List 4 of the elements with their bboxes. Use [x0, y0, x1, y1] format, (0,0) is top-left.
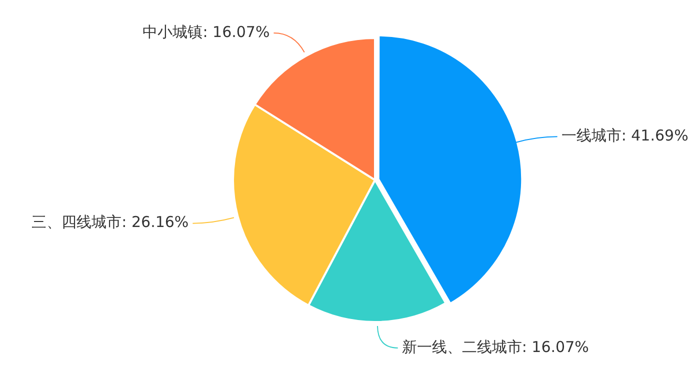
slice-label: 一线城市: 41.69%	[561, 126, 688, 145]
slice-label: 三、四线城市: 26.16%	[32, 213, 189, 232]
slice-label: 新一线、二线城市: 16.07%	[402, 338, 589, 356]
slice-label: 中小城镇: 16.07%	[142, 22, 270, 41]
